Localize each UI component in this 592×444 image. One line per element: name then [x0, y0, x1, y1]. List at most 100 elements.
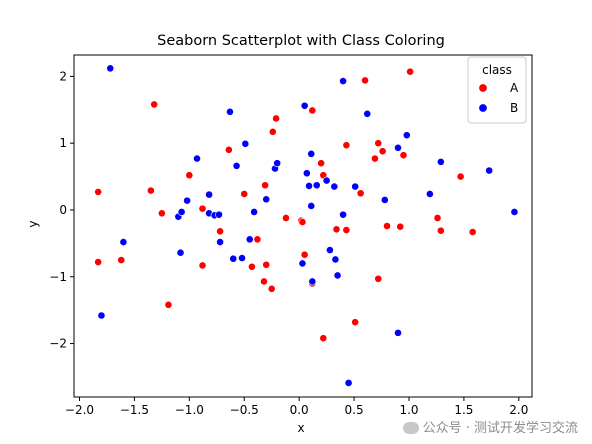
- point-class-a: [361, 76, 369, 85]
- point-class-b: [106, 64, 115, 73]
- watermark: 公众号 · 测试开发学习交流: [402, 417, 578, 436]
- x-axis-label: x: [297, 421, 304, 435]
- point-class-a: [262, 260, 271, 269]
- point-class-a: [308, 106, 317, 115]
- watermark-text: 公众号 · 测试开发学习交流: [422, 421, 578, 436]
- point-class-b: [351, 182, 360, 191]
- legend-marker-a: [478, 83, 488, 93]
- point-class-b: [308, 277, 317, 286]
- point-class-b: [425, 190, 434, 198]
- point-class-a: [378, 147, 387, 156]
- point-class-a: [406, 67, 414, 76]
- x-tick-label: −1.0: [175, 403, 204, 417]
- point-class-a: [468, 228, 477, 236]
- point-class-b: [273, 159, 282, 168]
- y-tick-label: −2: [49, 337, 67, 351]
- chart-title: Seaborn Scatterplot with Class Coloring: [157, 33, 445, 49]
- point-class-b: [380, 196, 389, 204]
- point-class-b: [307, 202, 316, 210]
- point-class-b: [226, 107, 234, 116]
- point-class-b: [436, 157, 445, 166]
- legend-title: class: [482, 63, 512, 77]
- point-class-b: [193, 154, 201, 163]
- point-class-a: [198, 204, 207, 213]
- point-class-a: [267, 284, 276, 293]
- y-axis-label: y: [26, 220, 40, 227]
- point-class-a: [342, 141, 351, 150]
- point-class-b: [331, 255, 340, 264]
- point-class-b: [177, 208, 186, 216]
- point-class-b: [250, 208, 259, 216]
- point-class-a: [300, 250, 309, 259]
- point-class-b: [229, 254, 238, 263]
- point-class-b: [216, 238, 224, 246]
- point-class-a: [383, 222, 391, 230]
- x-tick-label: −0.5: [230, 403, 259, 417]
- y-tick-label: −1: [49, 270, 67, 284]
- point-class-a: [146, 186, 155, 195]
- legend-marker-b: [478, 103, 488, 113]
- point-class-a: [433, 214, 442, 222]
- point-class-b: [339, 77, 347, 85]
- point-class-b: [485, 166, 494, 175]
- point-class-a: [399, 151, 408, 160]
- x-tick-label: −1.5: [120, 403, 149, 417]
- x-axis-ticks: −2.0 −1.5 −1.0 −0.5 0.0 0.5 1.0 1.5 2.0: [65, 397, 528, 417]
- point-class-b: [510, 208, 519, 216]
- point-class-a: [374, 139, 383, 148]
- point-class-b: [176, 248, 185, 257]
- x-tick-label: −2.0: [65, 403, 94, 417]
- point-class-b: [402, 131, 411, 140]
- point-class-a: [240, 190, 249, 198]
- point-class-b: [302, 169, 311, 178]
- point-class-a: [374, 274, 383, 283]
- point-class-b: [312, 181, 321, 190]
- point-class-a: [456, 172, 465, 181]
- point-class-a: [351, 318, 360, 327]
- point-class-a: [117, 256, 126, 264]
- point-class-b: [232, 161, 241, 170]
- point-class-a: [319, 334, 328, 343]
- point-class-a: [298, 218, 307, 226]
- y-tick-label: 1: [59, 136, 67, 150]
- point-class-b: [344, 379, 353, 387]
- point-class-b: [205, 190, 213, 199]
- point-class-a: [150, 100, 159, 109]
- point-class-a: [216, 227, 224, 236]
- y-tick-label: 0: [59, 203, 67, 217]
- point-class-a: [157, 209, 166, 218]
- y-tick-label: 2: [59, 69, 67, 83]
- point-class-a: [272, 114, 280, 123]
- point-class-b: [330, 182, 339, 191]
- y-axis-ticks: −2 −1 0 1 2: [49, 69, 74, 351]
- point-class-b: [183, 196, 192, 205]
- point-class-a: [332, 225, 341, 234]
- x-tick-label: 0.5: [345, 403, 364, 417]
- x-tick-label: 0.0: [290, 403, 309, 417]
- point-class-b: [215, 210, 223, 219]
- point-class-b: [300, 101, 309, 110]
- point-class-b: [333, 271, 342, 280]
- point-class-a: [253, 235, 262, 244]
- point-class-b: [322, 176, 331, 185]
- point-class-b: [262, 195, 271, 204]
- point-class-b: [339, 210, 347, 219]
- point-class-a: [224, 145, 233, 154]
- axes-frame: [73, 54, 533, 398]
- point-class-a: [396, 222, 405, 231]
- plot-area-border: [73, 54, 533, 398]
- point-class-a: [436, 226, 445, 235]
- legend-label-b: B: [510, 101, 518, 115]
- x-tick-label: 2.0: [509, 403, 528, 417]
- data-points: [94, 64, 519, 387]
- x-tick-label: 1.0: [399, 403, 418, 417]
- point-class-a: [248, 262, 256, 271]
- point-class-b: [119, 238, 128, 246]
- point-class-b: [307, 149, 316, 158]
- point-class-b: [298, 259, 307, 268]
- point-class-b: [326, 246, 334, 254]
- point-class-a: [94, 258, 103, 266]
- point-class-b: [245, 235, 254, 244]
- point-class-b: [238, 254, 246, 262]
- point-class-b: [394, 328, 402, 337]
